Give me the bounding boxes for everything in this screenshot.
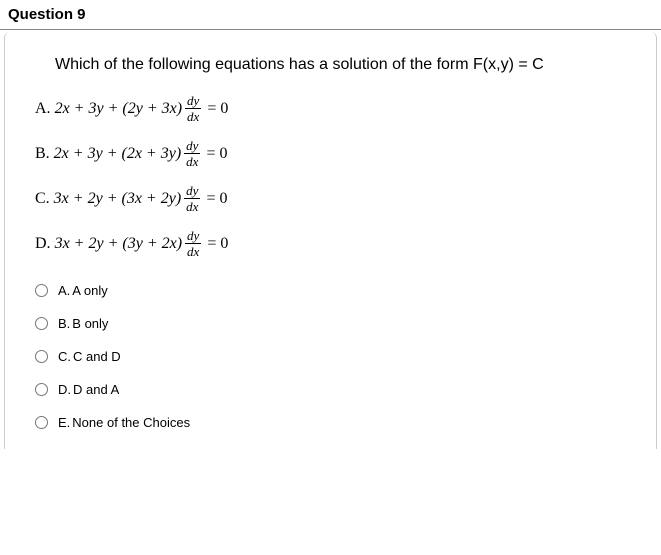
option-b[interactable]: B.B only — [35, 307, 626, 340]
option-b-label: B.B only — [58, 316, 108, 331]
option-b-radio[interactable] — [35, 317, 48, 330]
equation-a-label: A. — [35, 100, 51, 118]
question-content: Which of the following equations has a s… — [4, 32, 657, 449]
question-header: Question 9 — [0, 0, 661, 30]
option-d[interactable]: D.D and A — [35, 373, 626, 406]
equation-d-fraction: dy dx — [185, 229, 201, 258]
option-a-radio[interactable] — [35, 284, 48, 297]
option-c-radio[interactable] — [35, 350, 48, 363]
equation-c-label: C. — [35, 190, 50, 208]
equation-c-tail: = 0 — [206, 190, 227, 208]
option-d-radio[interactable] — [35, 383, 48, 396]
option-c-label: C.C and D — [58, 349, 121, 364]
answer-options: A.A only B.B only C.C and D D.D and A E. — [35, 274, 626, 439]
option-a-label: A.A only — [58, 283, 108, 298]
equation-d-body: 3x + 2y + (3y + 2x) — [55, 235, 182, 253]
equation-b-fraction: dy dx — [184, 139, 200, 168]
option-e-radio[interactable] — [35, 416, 48, 429]
equation-a-tail: = 0 — [207, 100, 228, 118]
option-e-label: E.None of the Choices — [58, 415, 190, 430]
equation-b-body: 2x + 3y + (2x + 3y) — [54, 145, 181, 163]
option-a[interactable]: A.A only — [35, 274, 626, 307]
equation-a-fraction: dy dx — [185, 94, 201, 123]
equation-b-tail: = 0 — [206, 145, 227, 163]
equation-d: D. 3x + 2y + (3y + 2x) dy dx = 0 — [35, 229, 626, 258]
option-e[interactable]: E.None of the Choices — [35, 406, 626, 439]
equation-a-body: 2x + 3y + (2y + 3x) — [55, 100, 182, 118]
option-c[interactable]: C.C and D — [35, 340, 626, 373]
equation-c-body: 3x + 2y + (3x + 2y) — [54, 190, 181, 208]
equation-b: B. 2x + 3y + (2x + 3y) dy dx = 0 — [35, 139, 626, 168]
equation-c: C. 3x + 2y + (3x + 2y) dy dx = 0 — [35, 184, 626, 213]
equation-d-tail: = 0 — [207, 235, 228, 253]
option-d-label: D.D and A — [58, 382, 119, 397]
equation-b-label: B. — [35, 145, 50, 163]
equation-c-fraction: dy dx — [184, 184, 200, 213]
question-prompt: Which of the following equations has a s… — [35, 56, 626, 74]
equation-a: A. 2x + 3y + (2y + 3x) dy dx = 0 — [35, 94, 626, 123]
equation-d-label: D. — [35, 235, 51, 253]
